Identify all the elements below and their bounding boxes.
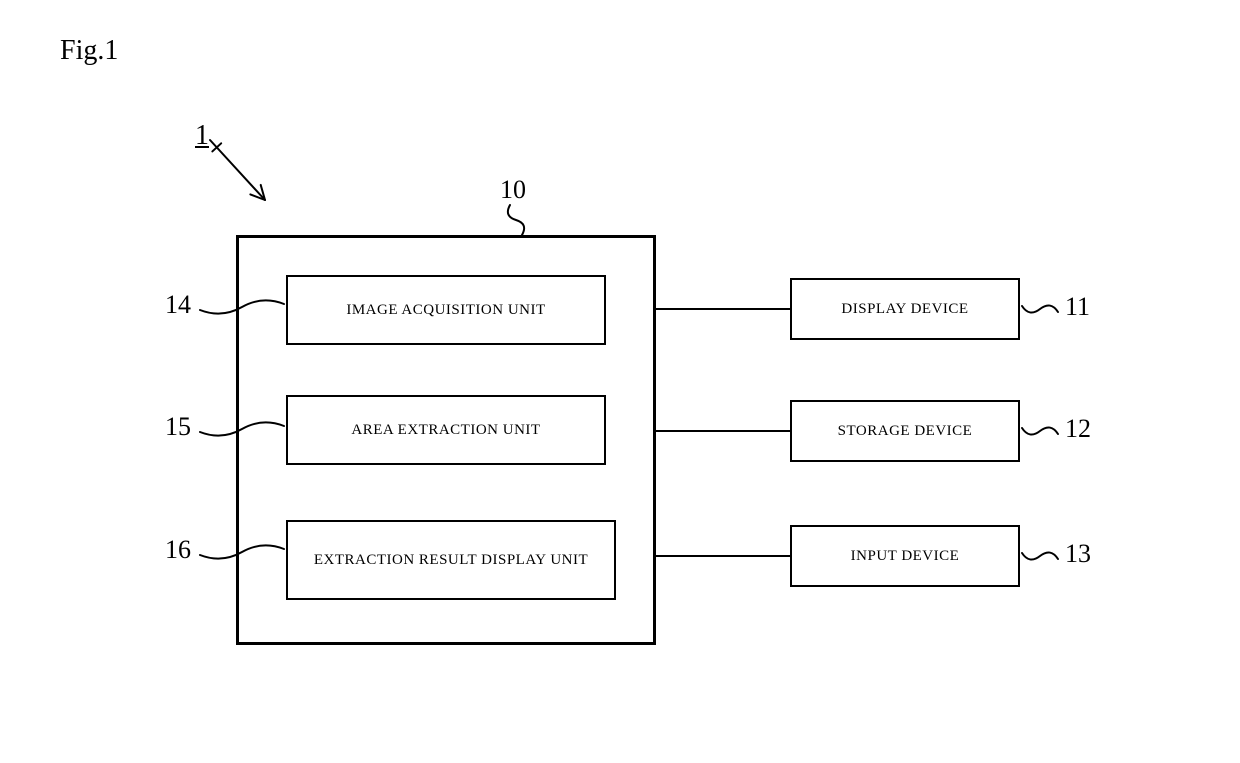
diagram-svg xyxy=(0,0,1240,763)
